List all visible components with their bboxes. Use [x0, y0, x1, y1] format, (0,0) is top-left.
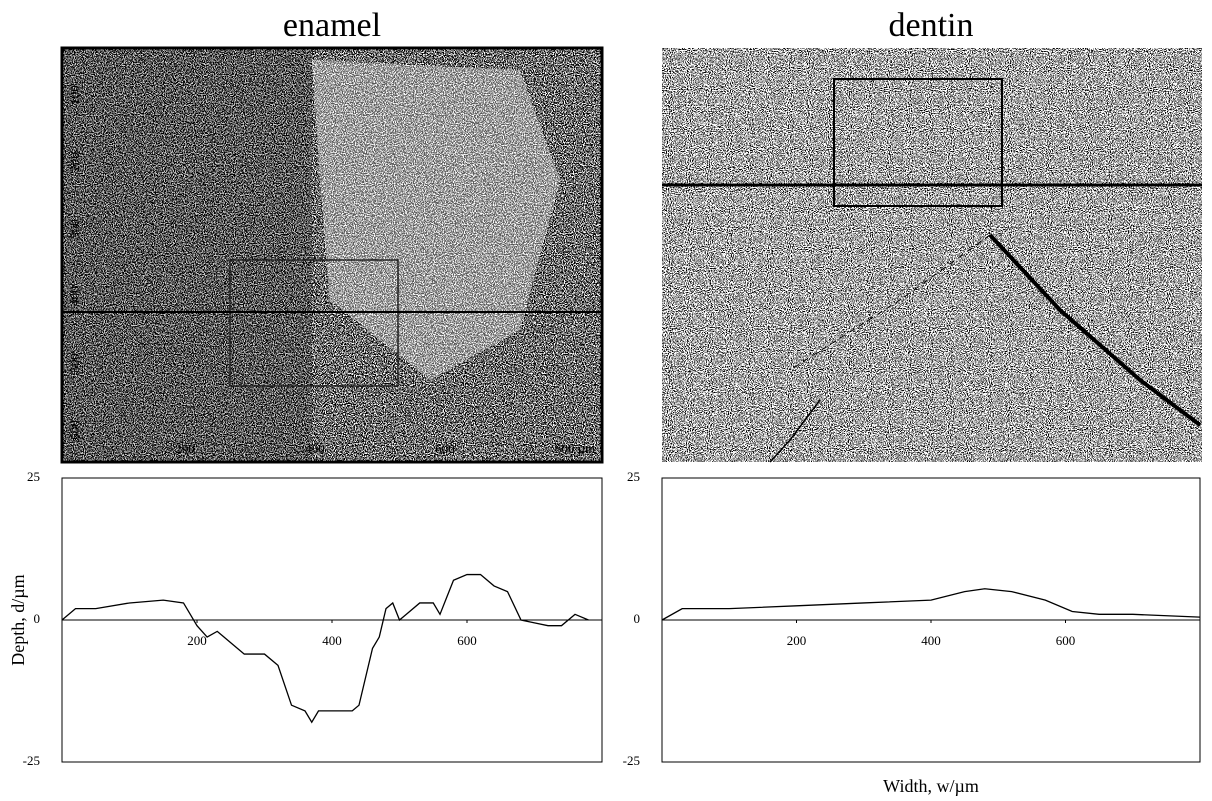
x-axis-label: Width, w/µm — [883, 776, 979, 796]
chart-title: dentin — [889, 7, 974, 44]
x-tick-label: 400 — [921, 633, 941, 648]
image-y-label: 300 — [67, 219, 82, 239]
data-line — [61, 573, 589, 724]
y-axis-label: Depth, d/µm — [8, 574, 28, 665]
image-x-label: 600 — [435, 441, 455, 456]
y-tick-label: 0 — [634, 611, 641, 626]
x-tick-label: 200 — [187, 633, 207, 648]
image-y-label: 600 — [67, 420, 82, 440]
y-tick-label: -25 — [23, 753, 40, 768]
data-line — [661, 588, 1201, 621]
image-x-label: 800 µm — [555, 441, 595, 456]
y-tick-label: 0 — [34, 611, 41, 626]
image-x-label: 200 — [175, 441, 195, 456]
image-y-label: 400 — [67, 286, 82, 306]
image-y-label: 500 — [67, 353, 82, 373]
x-tick-label: 200 — [787, 633, 807, 648]
x-tick-label: 600 — [457, 633, 477, 648]
enamel-micrograph — [60, 46, 604, 464]
image-y-label: 100 — [67, 85, 82, 105]
y-tick-label: -25 — [623, 753, 640, 768]
image-x-label: 400 — [305, 441, 325, 456]
x-tick-label: 600 — [1056, 633, 1076, 648]
y-tick-label: 25 — [627, 469, 640, 484]
image-y-label: 200 — [67, 152, 82, 172]
x-tick-label: 400 — [322, 633, 342, 648]
dentin-micrograph — [662, 48, 1202, 463]
y-tick-label: 25 — [27, 469, 40, 484]
chart-title: enamel — [283, 7, 381, 44]
